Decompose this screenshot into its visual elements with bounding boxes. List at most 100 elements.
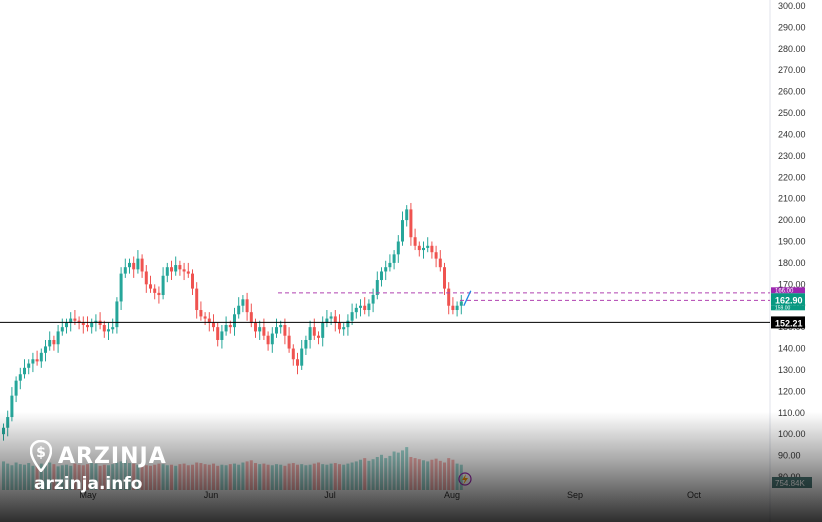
candle-body [94,320,98,323]
current-price-label: 162.90 [775,295,803,305]
volume-bar [186,465,190,490]
volume-bar [6,463,10,490]
horizontal-line-price-box [771,316,805,329]
candle-body [308,327,312,340]
volume-bar [283,465,287,490]
volume-bar [296,464,299,490]
candle-body [417,245,421,251]
volume-bar [447,458,451,490]
volume-bar [451,459,455,490]
candle-body [69,318,73,323]
price-label-hidden-above [771,287,805,294]
arzinja-logo-icon: $ [30,440,52,472]
candle-body [342,327,346,330]
candle-body [2,427,5,435]
candle-body [86,324,89,328]
candle-body [409,209,413,238]
volume-bar [224,465,228,490]
y-tick-label: 180.00 [778,258,806,268]
candle-body [233,314,236,328]
volume-bar [354,461,358,490]
candle-body [350,312,354,321]
candle-body [359,305,362,308]
volume-bar [417,459,421,490]
volume-bar [384,458,388,490]
candle-body [413,237,417,246]
candle-body [44,346,47,353]
x-tick-label: Sep [567,490,583,500]
candle-body [39,352,43,362]
candle-body [396,241,400,255]
candle-body [107,329,110,332]
candle-body [443,267,446,289]
candle-body [317,335,320,338]
y-tick-label: 300.00 [778,1,806,11]
volume-bar [325,464,329,490]
candle-body [220,331,224,340]
volume-bar [300,464,304,490]
volume-bar [191,464,194,490]
volume-bar [275,464,278,490]
volume-bar [392,451,396,490]
candle-body [296,359,299,366]
candle-body [119,273,123,302]
volume-bar [207,464,211,490]
candle-body [81,322,85,325]
volume-bar [241,462,245,490]
candle-body [35,359,39,362]
candle-body [165,267,169,276]
candle-body [283,324,287,336]
candle-body [157,292,161,296]
candle-body [216,327,220,340]
candle-body [363,305,367,311]
candle-body [375,280,379,296]
x-tick-label: Aug [444,490,460,500]
volume-bar [363,458,367,490]
candle-body [426,245,430,248]
y-tick-label: 280.00 [778,44,806,54]
candle-body [207,318,211,323]
volume-bar [270,465,274,490]
volume-bar [174,465,178,490]
y-tick-label: 170.00 [778,279,806,289]
candle-body [245,299,249,313]
candle-body [354,307,358,313]
x-tick-label: Oct [687,490,702,500]
volume-bar [443,462,446,490]
volume-bar [10,465,14,490]
candle-body [392,254,396,263]
volume-bar [258,464,262,490]
candle-body [266,335,270,345]
volume-bar [220,464,224,490]
candle-body [287,335,291,349]
candle-body [258,327,262,332]
volume-bar [304,465,308,490]
candle-body [447,288,451,306]
candle-body [380,271,383,281]
volume-bar [170,464,173,490]
candle-body [346,320,350,328]
volume-bar [195,462,199,490]
candle-body [199,310,203,317]
candle-body [438,258,442,268]
volume-bar [455,463,459,490]
candle-body [73,318,77,321]
volume-bar [199,463,203,490]
brand-name: ARZINJA [58,443,167,469]
volume-bar [438,460,442,490]
volume-bar [266,464,270,490]
volume-bar [2,461,5,490]
candle-body [241,299,245,306]
candle-body [459,301,463,306]
y-tick-label: 250.00 [778,108,806,118]
volume-bar [396,452,400,490]
volume-bar [405,447,409,490]
candle-body [153,288,157,293]
volume-bar [346,463,350,490]
volume-bar [459,464,463,490]
candle-body [228,324,232,328]
candle-body [254,322,257,332]
candle-body [237,305,241,315]
volume-bar [254,463,257,490]
candle-body [65,322,68,328]
